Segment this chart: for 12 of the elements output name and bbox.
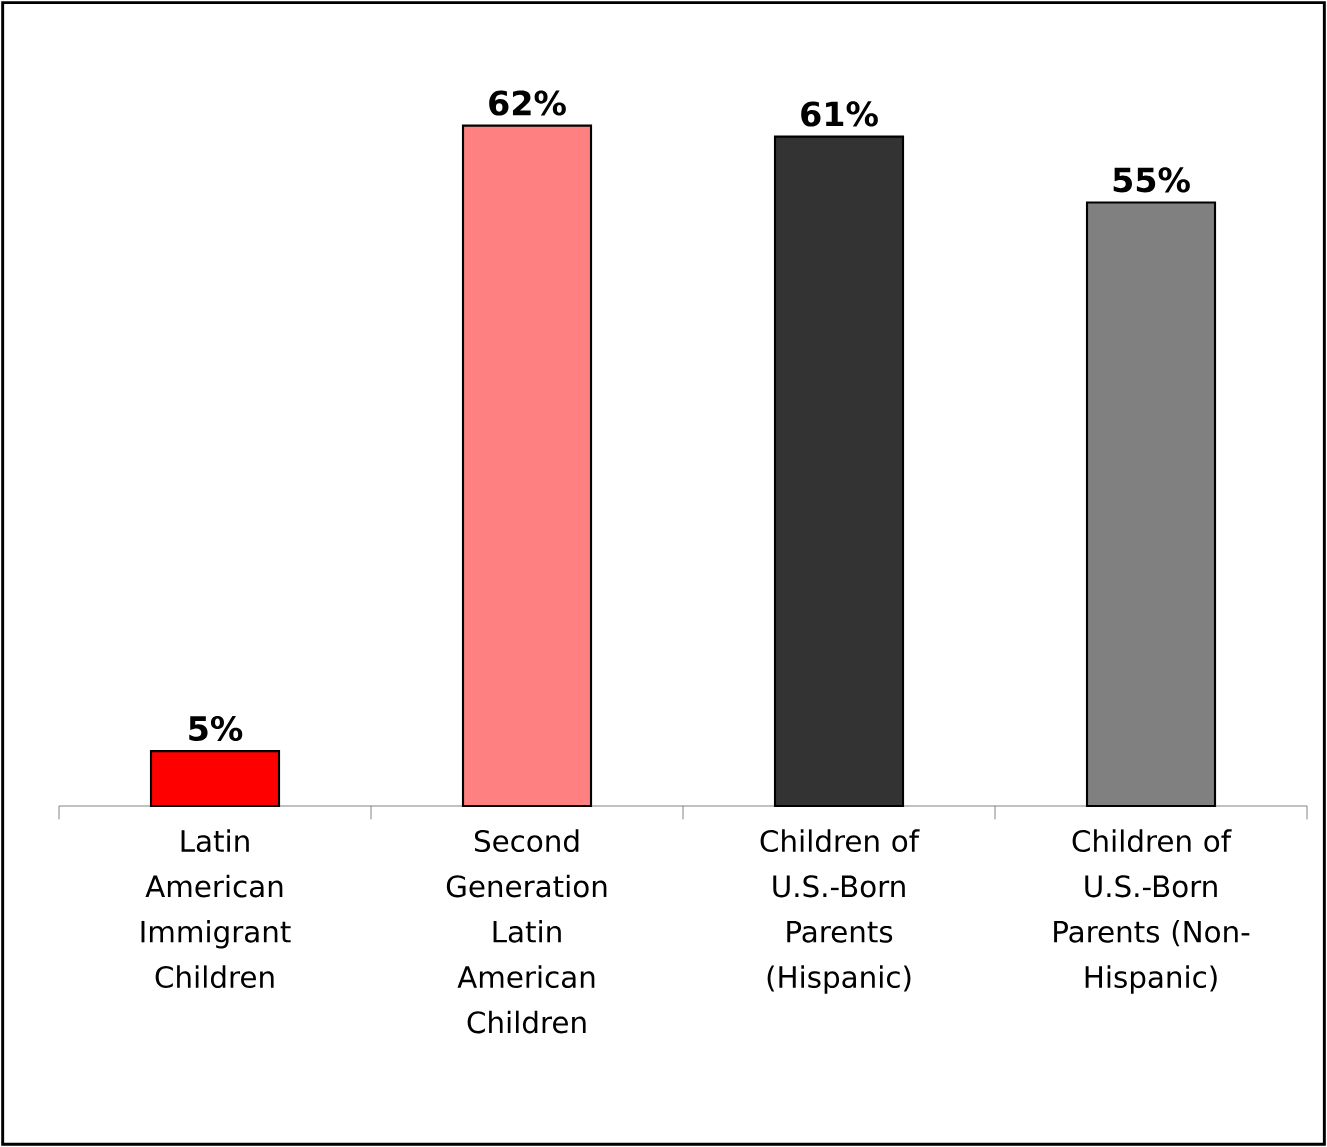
x-tick-label: Second Generation Latin American Children xyxy=(446,829,607,1034)
x-tick-label: Children of U.S.-Born Parents (Hispanic) xyxy=(760,829,920,994)
x-tick-label: Latin American Immigrant Children xyxy=(141,829,291,989)
data-label: 61% xyxy=(801,101,878,127)
bar xyxy=(149,750,281,808)
bar xyxy=(773,135,905,808)
data-label: 62% xyxy=(489,90,566,116)
bar xyxy=(461,124,593,808)
bar xyxy=(1085,201,1217,808)
x-tick-label: Children of U.S.-Born Parents (Non-Hispanic) xyxy=(1054,829,1250,994)
data-label: 55% xyxy=(1113,167,1190,193)
data-label: 5% xyxy=(189,715,243,742)
